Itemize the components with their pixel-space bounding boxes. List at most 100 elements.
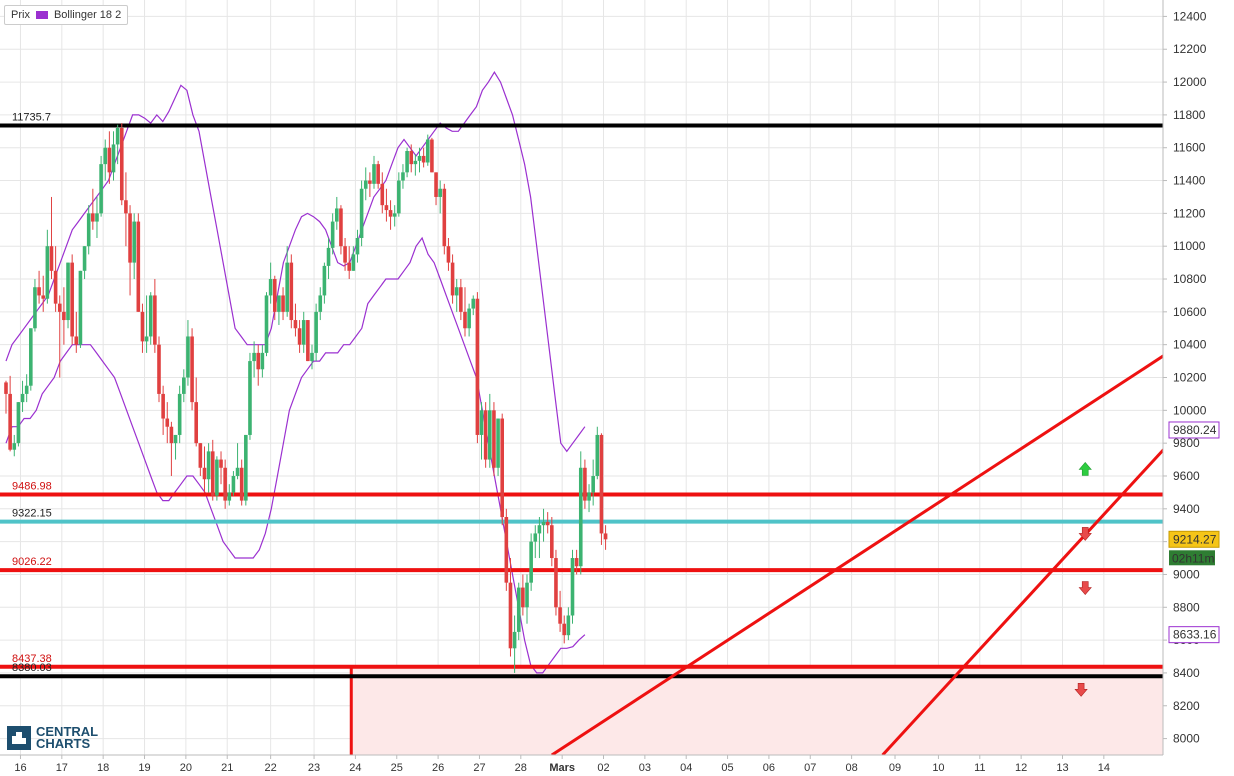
candle-body	[231, 475, 236, 493]
candle-body	[301, 320, 306, 345]
logo-line-1: CENTRAL	[36, 724, 99, 739]
candle-body	[467, 308, 471, 329]
x-tick-label: 28	[515, 762, 527, 774]
candle-body	[136, 221, 141, 312]
y-tick-label: 10000	[1173, 403, 1207, 417]
candle-body	[153, 295, 157, 345]
candle-body	[29, 328, 33, 386]
level-label: 9486.98	[12, 481, 52, 493]
candle-body	[335, 208, 339, 222]
logo-line-2: CHARTS	[36, 736, 91, 751]
level-label: 11735.7	[12, 111, 51, 123]
candle-body	[82, 246, 87, 271]
x-tick-label: 05	[721, 762, 733, 774]
candle-body	[24, 385, 29, 394]
candle-body	[318, 295, 323, 312]
level-label: 8437.38	[12, 653, 52, 665]
x-tick-label: 09	[889, 762, 901, 774]
candle-body	[330, 221, 335, 248]
plot-area	[0, 71, 1163, 755]
candle-body	[161, 393, 165, 419]
candle-body	[500, 418, 504, 518]
candle-body	[190, 336, 194, 403]
candle-body	[223, 467, 227, 501]
candle-body	[148, 295, 153, 337]
candle-body	[16, 402, 21, 444]
candle-body	[252, 352, 256, 362]
candle-body	[537, 525, 542, 534]
level-label: 8380.03	[12, 662, 52, 674]
y-tick-label: 10600	[1173, 305, 1207, 319]
candle-body	[322, 265, 327, 296]
candle-body	[235, 467, 240, 476]
x-tick-label: 12	[1015, 762, 1027, 774]
candle-body	[512, 631, 517, 649]
candle-body	[562, 623, 567, 636]
bollinger-price-tag	[1168, 626, 1220, 644]
candle-body	[326, 247, 331, 266]
arrow-up-icon	[1078, 461, 1092, 476]
level-lines	[0, 123, 1163, 679]
x-tick-label: 17	[56, 762, 68, 774]
x-tick-label: 07	[804, 762, 816, 774]
candle-body	[603, 533, 608, 540]
candle-body	[454, 287, 459, 296]
candle-body	[306, 320, 310, 362]
x-tick-label: 26	[432, 762, 444, 774]
candle-body	[128, 213, 132, 263]
candle-body	[103, 147, 108, 165]
candle-body	[227, 492, 232, 501]
x-tick-label: 06	[763, 762, 775, 774]
candle-body	[521, 587, 525, 608]
candle-body	[355, 237, 360, 255]
candle-body	[496, 418, 500, 468]
price-tag: 9214.27 02h11m	[1168, 530, 1220, 566]
candle-body	[268, 279, 273, 296]
candle-body	[289, 262, 294, 321]
y-tick-label: 12400	[1173, 9, 1207, 23]
chart-legend[interactable]: Prix Bollinger 18 2	[4, 5, 129, 25]
candle-body	[111, 144, 116, 173]
candle-body	[198, 443, 203, 468]
x-tick-label: 27	[473, 762, 485, 774]
y-tick-label: 10400	[1173, 338, 1207, 352]
candle-body	[392, 213, 397, 217]
candle-body	[239, 467, 244, 501]
candle-body	[8, 393, 12, 450]
candle-body	[285, 262, 289, 312]
candle-body	[413, 160, 418, 165]
candle-body	[206, 451, 211, 480]
x-tick-label: 08	[845, 762, 857, 774]
y-tick-label: 11800	[1173, 108, 1206, 122]
y-tick-label: 11600	[1173, 141, 1206, 155]
candle-body	[41, 295, 46, 299]
y-tick-label: 9000	[1173, 567, 1200, 581]
candle-body	[351, 254, 356, 271]
central-charts-logo: CENTRAL CHARTS	[6, 723, 106, 753]
candle-body	[425, 139, 430, 163]
candle-body	[70, 262, 74, 337]
x-tick-label: Mars	[549, 762, 575, 774]
candle-body	[479, 410, 484, 435]
candle-body	[595, 434, 600, 476]
candle-body	[554, 558, 558, 608]
candle-body	[574, 558, 579, 567]
y-tick-label: 8400	[1173, 666, 1200, 680]
candle-body	[4, 382, 8, 394]
candle-body	[281, 295, 285, 312]
candle-body	[49, 246, 54, 271]
candle-body	[417, 155, 422, 161]
candle-body	[397, 180, 401, 214]
candle-body	[210, 451, 215, 496]
candle-body	[124, 200, 128, 214]
candle-body	[99, 164, 103, 214]
y-tick-label: 9600	[1173, 469, 1200, 483]
x-tick-label: 18	[97, 762, 109, 774]
candle-body	[529, 541, 533, 583]
level-label: 9026.22	[12, 556, 52, 568]
bollinger-price-label: 8633.16	[1173, 628, 1217, 642]
candle-body	[570, 558, 575, 616]
current-price-label: 9214.27	[1173, 532, 1217, 546]
candle-body	[487, 410, 492, 460]
